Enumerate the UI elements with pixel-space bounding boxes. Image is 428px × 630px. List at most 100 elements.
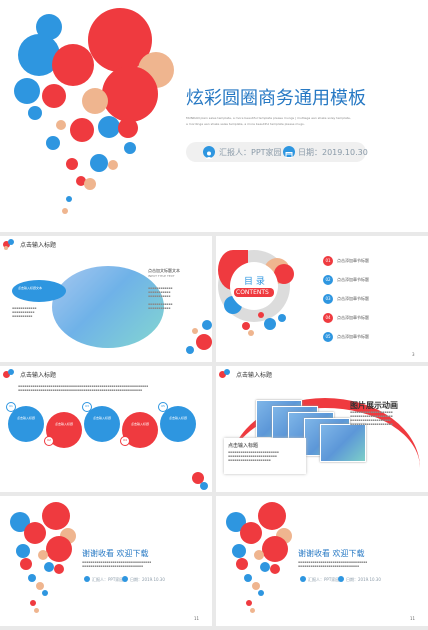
calendar-icon — [283, 146, 295, 158]
decor-circle — [30, 600, 36, 606]
decor-circle — [260, 562, 270, 572]
slide-header: 点击输入标题 — [236, 372, 273, 379]
decor-circle — [192, 328, 198, 334]
contents-item-label[interactable]: 点击添加章节标题 — [337, 315, 369, 320]
decor-circle — [8, 369, 14, 375]
step-circle: 点击输入标题 — [84, 406, 120, 442]
page-number: 11 — [194, 616, 200, 621]
reporter-label: 汇报人：PPT家园 — [308, 577, 340, 582]
hero-subtitle: a mordinga ean shake sales template, a m… — [186, 122, 305, 126]
decor-circle — [236, 558, 248, 570]
step-number-badge: 03 — [82, 402, 92, 412]
contents-number: 02 — [325, 277, 331, 282]
decor-circle — [258, 502, 286, 530]
decor-circle — [66, 158, 78, 170]
decor-circle — [278, 314, 286, 322]
hero-title: 炫彩圆圈商务通用模板 — [186, 88, 366, 109]
step-label: 点击输入标题 — [130, 422, 149, 426]
contents-number: 01 — [325, 258, 331, 263]
caption-sub: INPUT TITLE TEXT — [148, 274, 175, 278]
slide-steps: 点击输入标题 ▪▪▪▪▪▪▪▪▪▪▪▪▪▪▪▪▪▪▪▪▪▪▪▪▪▪▪▪▪▪▪▪▪… — [0, 366, 212, 492]
contents-center — [230, 262, 278, 310]
bubble-text: 点击输入标题文本 — [18, 286, 43, 290]
decor-circle — [46, 536, 72, 562]
contents-item-label[interactable]: 点击添加章节标题 — [337, 258, 369, 263]
decor-circle — [98, 116, 120, 138]
step-number-badge: 05 — [158, 402, 168, 412]
decor-circle — [3, 371, 10, 378]
person-icon — [300, 576, 306, 582]
step-label: 点击输入标题 — [168, 416, 187, 420]
decor-circle — [248, 330, 254, 336]
decor-circle — [192, 472, 204, 484]
decor-circle — [24, 522, 46, 544]
decor-circle — [196, 334, 212, 350]
slide-contents: 目 录 CONTENTS 01 点击添加章节标题 02 点击添加章节标题 03 点击添加章… — [216, 236, 428, 362]
decor-circle — [232, 544, 246, 558]
decor-circle — [84, 178, 96, 190]
slide-thanks: 谢谢收看 欢迎下载 ▪▪▪▪▪▪▪▪▪▪▪▪▪▪▪▪▪▪▪▪▪▪▪▪▪▪▪▪▪▪… — [216, 496, 428, 626]
decor-circle — [16, 544, 30, 558]
reporter-label: 汇报人：PPT家园 — [92, 577, 124, 582]
slide-thanks: 谢谢收看 欢迎下载 ▪▪▪▪▪▪▪▪▪▪▪▪▪▪▪▪▪▪▪▪▪▪▪▪▪▪▪▪▪▪… — [0, 496, 212, 626]
decor-circle — [42, 590, 48, 596]
thanks-title: 谢谢收看 欢迎下载 — [82, 549, 149, 558]
decor-circle — [124, 142, 136, 154]
decor-circle — [28, 106, 42, 120]
decor-circle — [46, 136, 60, 150]
slide-header: 点击输入标题 — [20, 242, 57, 249]
decor-circle — [90, 154, 108, 172]
decor-circle — [242, 322, 250, 330]
thanks-title: 谢谢收看 欢迎下载 — [298, 549, 365, 558]
info-bar — [186, 142, 366, 162]
decor-circle — [252, 582, 260, 590]
slide-intro: 点击输入标题 点击输入标题文本 ▪▪▪▪▪▪▪▪▪▪▪▪ ▪▪▪▪▪▪▪▪▪▪▪ ▪… — [0, 236, 212, 362]
contents-number-badge: 01 — [323, 256, 333, 266]
decor-circle — [102, 66, 158, 122]
decor-circle — [224, 369, 230, 375]
contents-subtitle: CONTENTS — [236, 289, 269, 296]
contents-item-label[interactable]: 点击添加章节标题 — [337, 334, 369, 339]
step-circle: 点击输入标题 — [8, 406, 44, 442]
decor-circle — [262, 536, 288, 562]
contents-item-label[interactable]: 点击添加章节标题 — [337, 277, 369, 282]
page-number: 11 — [410, 616, 416, 621]
step-number: 02 — [47, 438, 51, 442]
date-label: 日期：2019.10.30 — [346, 577, 381, 582]
step-number: 04 — [123, 438, 127, 442]
decor-circle — [264, 318, 276, 330]
decor-circle — [270, 564, 280, 574]
decor-circle — [118, 118, 138, 138]
contents-title: 目 录 — [244, 277, 265, 287]
decor-circle — [42, 502, 70, 530]
step-number-badge: 02 — [44, 436, 54, 446]
title-slide: 炫彩圆圈商务通用模板 MUNDAN plain sales template, … — [0, 0, 428, 232]
decor-circle — [8, 239, 14, 245]
box-title: 点击输入标题 — [228, 443, 259, 449]
decor-circle — [219, 371, 226, 378]
decor-circle — [20, 558, 32, 570]
step-circle: 点击输入标题 — [160, 406, 196, 442]
slide-gallery: 点击输入标题 点击输入标题 ▪▪▪▪▪▪▪▪▪▪▪▪▪▪▪▪▪▪▪▪▪▪▪▪▪ ▪… — [216, 366, 428, 492]
decor-circle — [28, 574, 36, 582]
decor-circle — [82, 88, 108, 114]
decor-circle — [36, 582, 44, 590]
text-box — [224, 438, 306, 474]
decor-circle — [202, 320, 212, 330]
decor-circle — [54, 564, 64, 574]
intro-text: ▪▪▪▪▪▪▪▪▪▪▪▪▪▪▪▪▪▪▪▪▪▪▪▪▪▪▪▪▪▪▪▪▪▪▪▪▪▪▪▪… — [18, 384, 149, 392]
decor-circle — [258, 590, 264, 596]
contents-label-bg — [234, 288, 274, 297]
contents-item-label[interactable]: 点击添加章节标题 — [337, 296, 369, 301]
caption-body: ▪▪▪▪▪▪▪▪▪▪▪▪ ▪▪▪▪▪▪▪▪▪▪▪ ▪▪▪▪▪▪▪▪▪▪▪ ▪▪▪▪▪▪… — [148, 286, 173, 310]
decor-circle — [108, 160, 118, 170]
step-number: 03 — [85, 404, 89, 408]
calendar-icon — [338, 576, 344, 582]
contents-number-badge: 04 — [323, 313, 333, 323]
step-label: 点击输入标题 — [92, 416, 111, 420]
decor-circle — [258, 312, 264, 318]
contents-number-badge: 05 — [323, 332, 333, 342]
gallery-title: 图片展示动画 — [350, 401, 398, 410]
calendar-icon — [122, 576, 128, 582]
decor-circle — [62, 208, 68, 214]
